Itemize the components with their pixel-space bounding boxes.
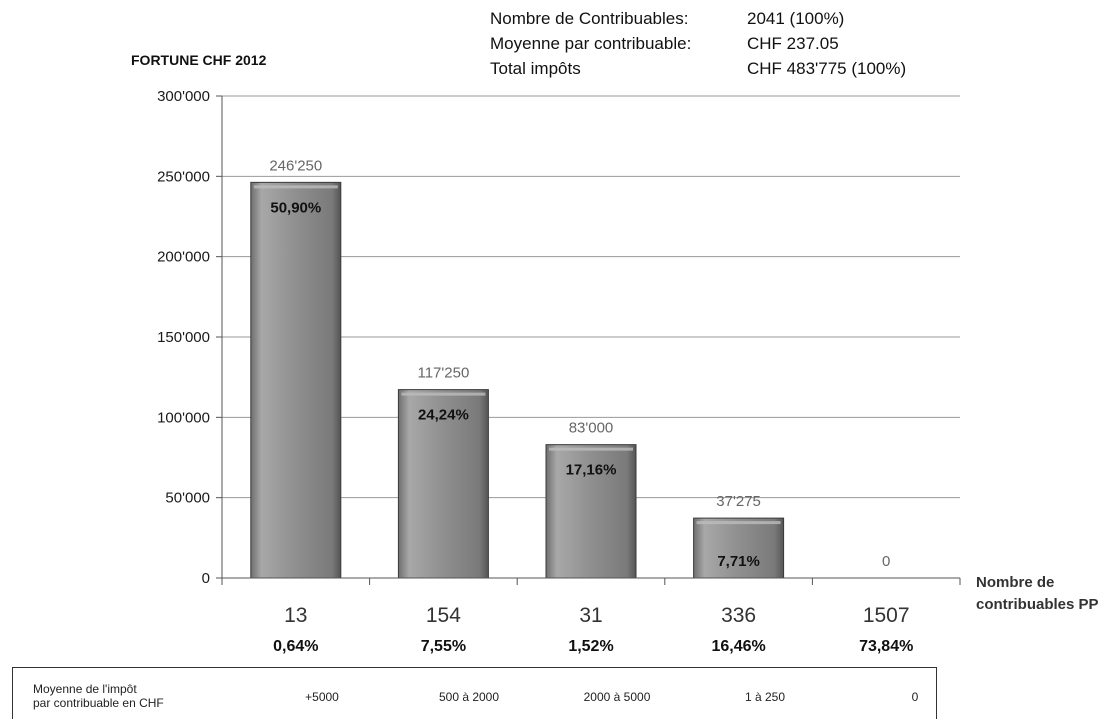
value-label: 117'250 — [417, 365, 469, 382]
y-tick-label: 150'000 — [157, 329, 210, 346]
value-label: 246'250 — [269, 157, 322, 174]
summary-total-label: Total impôts — [490, 59, 581, 78]
table-label-line2: par contribuable en CHF — [33, 696, 164, 710]
table-cell: 2000 à 5000 — [583, 690, 651, 704]
summary-average-value: CHF 237.05 — [747, 34, 839, 53]
summary-total-value: CHF 483'775 (100%) — [747, 59, 907, 78]
x-tick-label: 31 — [579, 604, 602, 627]
bar — [397, 389, 489, 579]
y-tick-label: 300'000 — [157, 88, 210, 105]
share-label: 24,24% — [418, 407, 469, 424]
bar — [693, 517, 785, 579]
share-label: 50,90% — [270, 199, 321, 216]
table-cell: 0 — [911, 690, 919, 704]
share-label: 7,71% — [717, 553, 760, 570]
x-tick-label: 13 — [284, 604, 307, 627]
x-share-label: 0,64% — [273, 638, 318, 655]
table-cell: +5000 — [305, 690, 339, 704]
x-share-label: 1,52% — [568, 638, 613, 655]
summary-count-label: Nombre de Contribuables: — [490, 9, 689, 28]
table-label-line1: Moyenne de l'impôt — [33, 682, 137, 696]
bar-highlight — [401, 392, 486, 396]
x-share-label: 73,84% — [859, 638, 913, 655]
x-share-label: 7,55% — [421, 638, 466, 655]
y-tick-label: 200'000 — [157, 249, 210, 266]
value-label: 83'000 — [569, 420, 614, 437]
y-tick-label: 0 — [202, 570, 210, 587]
bar-highlight — [696, 521, 781, 525]
value-label: 0 — [882, 553, 890, 570]
x-tick-label: 336 — [721, 604, 756, 627]
summary-count-value: 2041 (100%) — [747, 9, 845, 28]
table-cell: 500 à 2000 — [438, 690, 500, 704]
bar-highlight — [549, 447, 633, 451]
bar-highlight — [253, 185, 338, 189]
x-tick-label: 1507 — [863, 604, 910, 627]
x-share-label: 16,46% — [711, 638, 765, 655]
y-tick-label: 250'000 — [157, 168, 210, 185]
bar — [250, 181, 342, 579]
average-tax-table: Moyenne de l'impôt par contribuable en C… — [12, 667, 937, 719]
y-tick-label: 100'000 — [157, 409, 210, 426]
share-label: 17,16% — [566, 462, 617, 479]
bar — [545, 444, 637, 579]
x-axis-title: Nombre de contribuables PP — [976, 574, 1099, 613]
table-label: Moyenne de l'impôt par contribuable en C… — [33, 682, 164, 710]
table-cell: 1 à 250 — [744, 690, 786, 704]
summary-average-label: Moyenne par contribuable: — [490, 34, 692, 53]
value-label: 37'275 — [716, 493, 761, 510]
x-tick-label: 154 — [426, 604, 461, 627]
y-axis-title: FORTUNE CHF 2012 — [131, 52, 267, 68]
y-tick-label: 50'000 — [165, 490, 210, 507]
